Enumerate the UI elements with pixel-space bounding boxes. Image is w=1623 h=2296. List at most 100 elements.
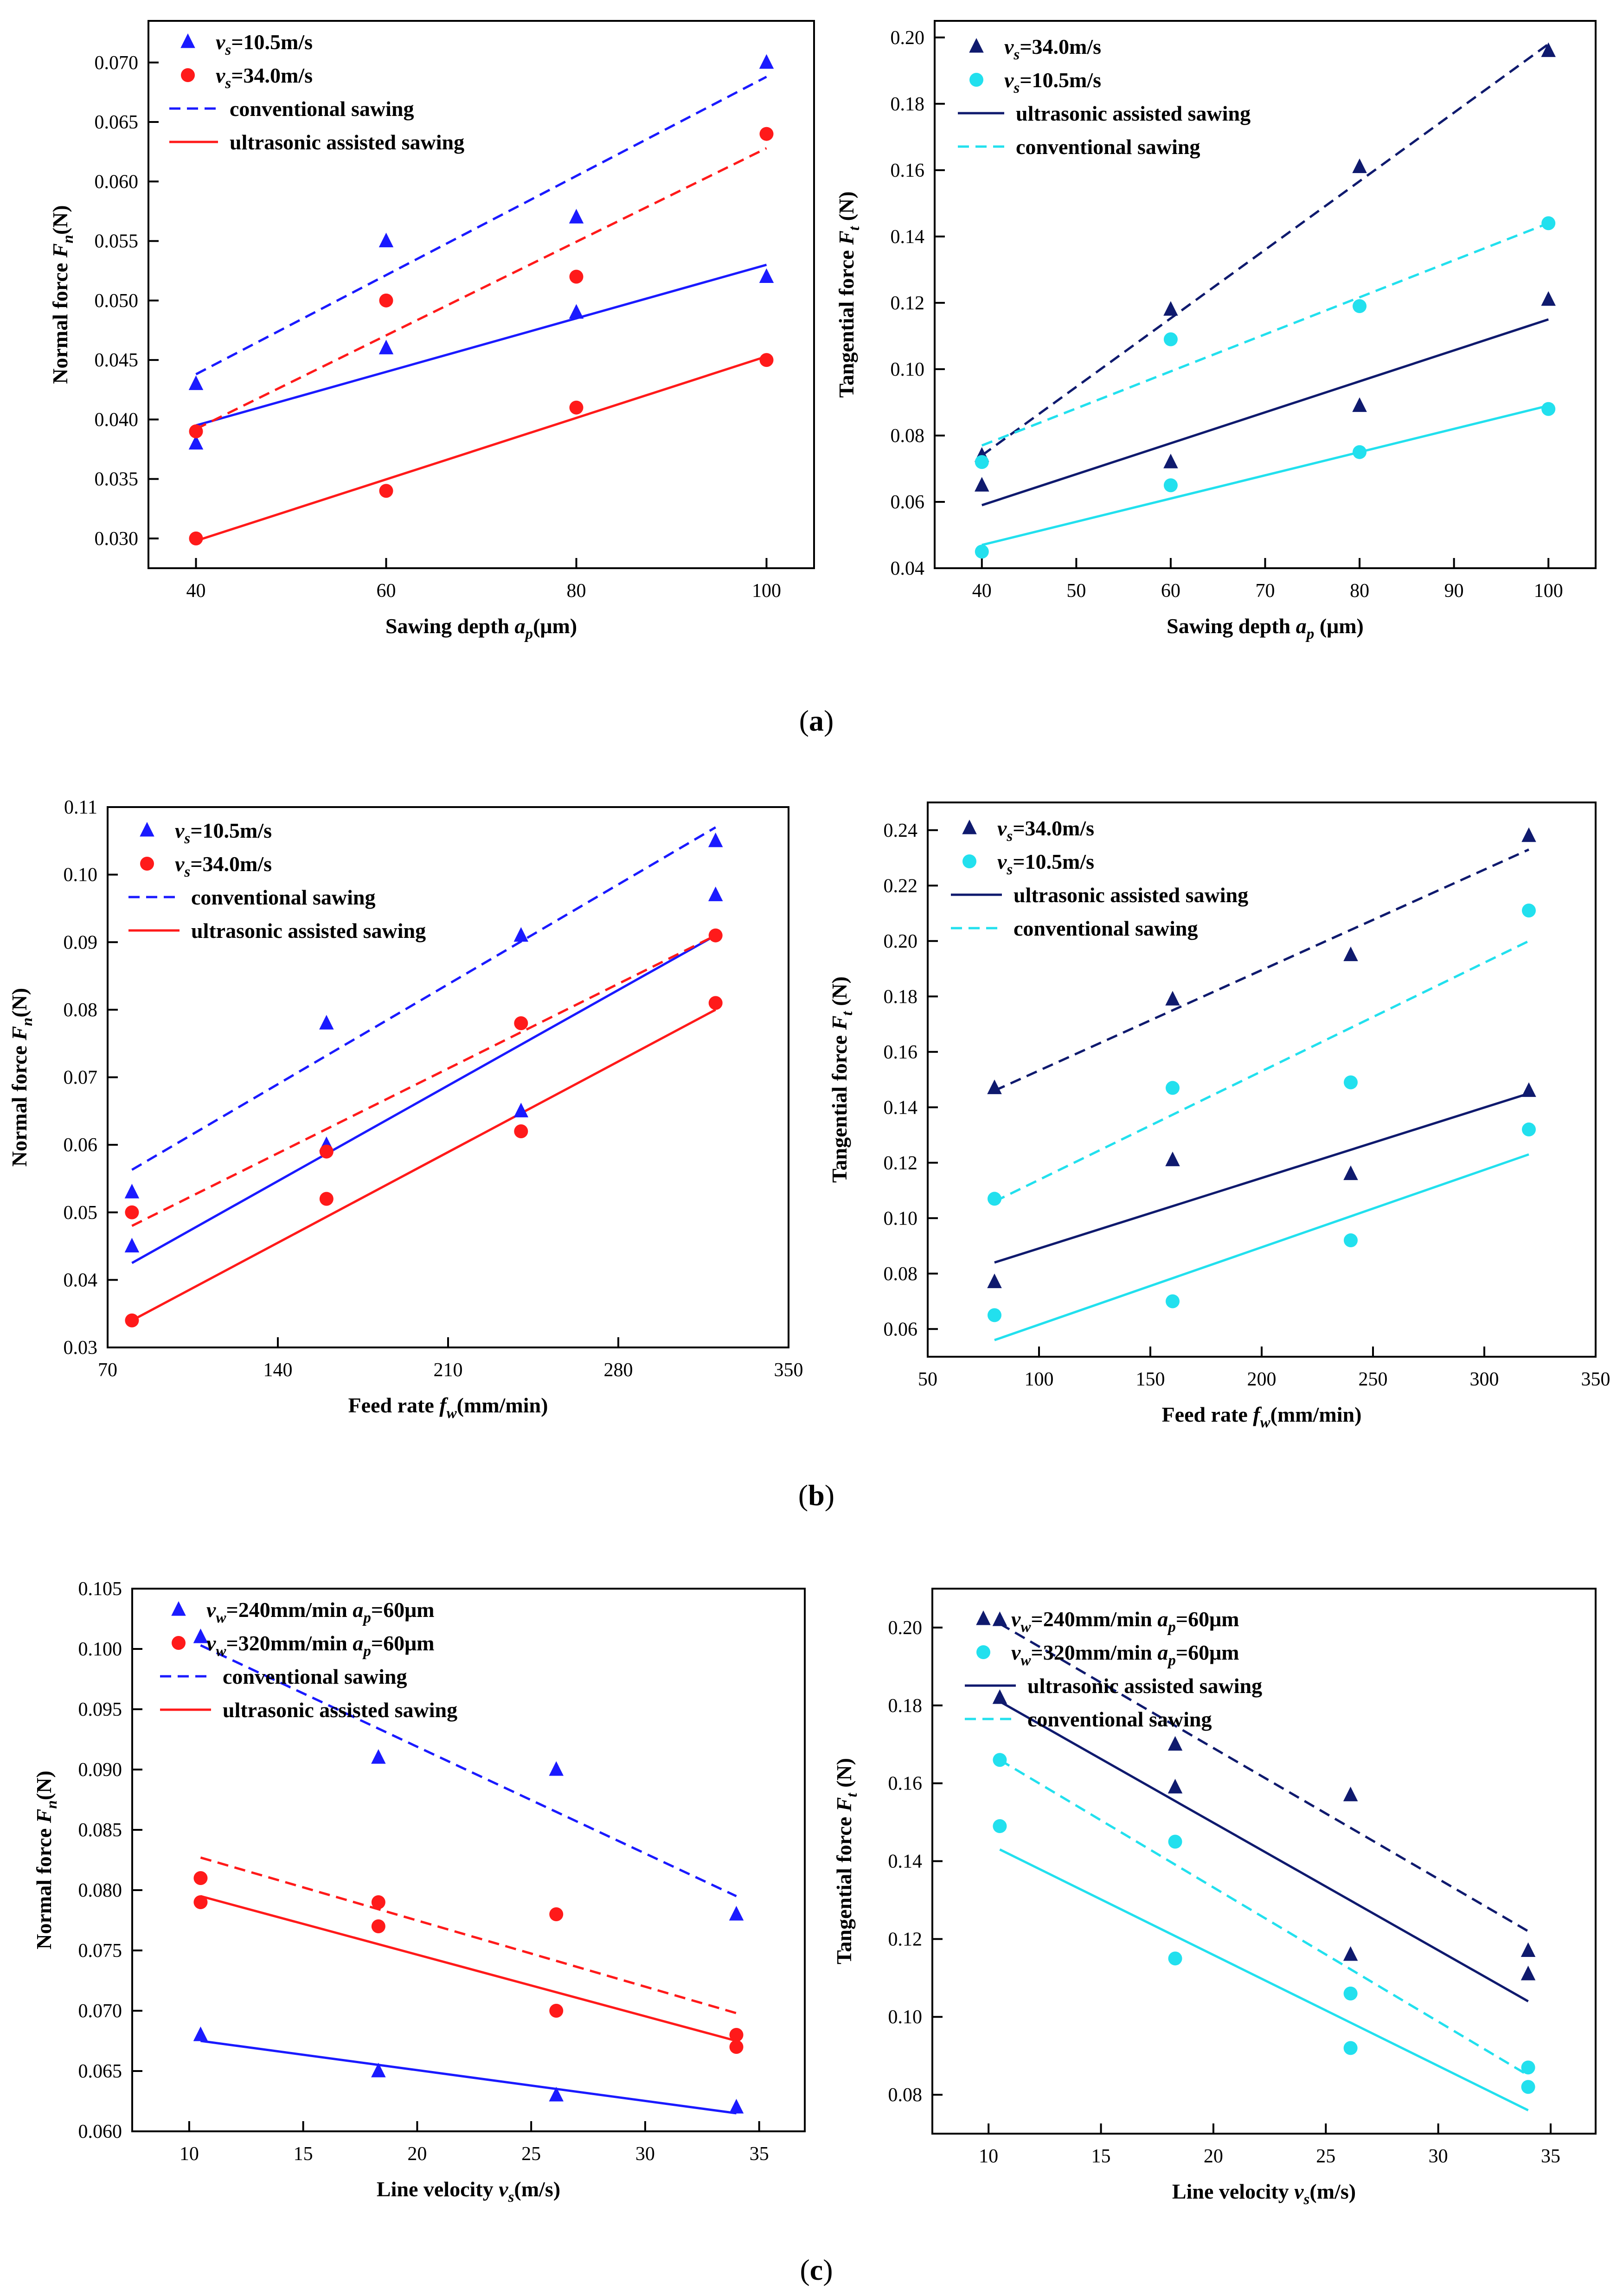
data-point bbox=[1520, 1965, 1536, 1981]
legend-marker bbox=[171, 1601, 186, 1616]
data-point bbox=[759, 127, 774, 141]
legend-label: vs=34.0m/s bbox=[997, 816, 1094, 845]
y-tick-label: 0.08 bbox=[891, 425, 925, 447]
data-point bbox=[759, 268, 774, 283]
legend-label: vs=10.5m/s bbox=[1004, 68, 1101, 96]
x-axis-label: Feed rate fw(mm/min) bbox=[348, 1393, 548, 1422]
data-point bbox=[193, 1895, 208, 1909]
y-axis-label: Tangential force Ft (N) bbox=[828, 976, 856, 1183]
data-point bbox=[708, 928, 723, 943]
fit-line-conventional bbox=[999, 1623, 1529, 1932]
x-tick-label: 70 bbox=[1256, 580, 1275, 602]
legend-label: ultrasonic assisted sawing bbox=[1016, 102, 1251, 125]
y-tick-label: 0.16 bbox=[888, 1773, 923, 1795]
data-point bbox=[1343, 1165, 1358, 1180]
x-tick-label: 10 bbox=[979, 2146, 998, 2167]
panel-caption: (a) bbox=[799, 704, 834, 737]
data-point bbox=[987, 1273, 1002, 1289]
data-point bbox=[1344, 1075, 1358, 1090]
data-point bbox=[1521, 2060, 1535, 2075]
data-point bbox=[569, 269, 584, 284]
y-tick-label: 0.070 bbox=[78, 2001, 122, 2022]
data-point bbox=[513, 1103, 529, 1117]
x-tick-label: 25 bbox=[521, 2143, 541, 2165]
y-tick-label: 0.04 bbox=[64, 1270, 98, 1291]
fit-line-ultrasonic bbox=[131, 934, 716, 1264]
data-point bbox=[1353, 299, 1367, 314]
data-point bbox=[1541, 42, 1556, 57]
y-tick-label: 0.105 bbox=[78, 1578, 122, 1600]
y-tick-label: 0.20 bbox=[891, 27, 925, 49]
x-tick-label: 20 bbox=[407, 2143, 427, 2165]
x-tick-label: 70 bbox=[98, 1360, 117, 1381]
legend-marker bbox=[962, 820, 977, 834]
y-tick-label: 0.090 bbox=[78, 1759, 122, 1781]
data-point bbox=[987, 1079, 1002, 1094]
data-point bbox=[1521, 827, 1536, 842]
legend-marker bbox=[140, 857, 154, 871]
fit-line-conventional bbox=[981, 222, 1549, 447]
data-point bbox=[319, 1192, 334, 1206]
x-tick-label: 10 bbox=[180, 2143, 199, 2165]
x-tick-label: 250 bbox=[1359, 1369, 1388, 1390]
data-point bbox=[1352, 158, 1367, 173]
data-point bbox=[729, 1906, 744, 1921]
data-point bbox=[975, 455, 989, 469]
data-point bbox=[125, 1313, 139, 1328]
data-point bbox=[319, 1144, 334, 1159]
y-tick-label: 0.03 bbox=[64, 1337, 98, 1359]
data-point bbox=[193, 1629, 208, 1643]
y-tick-label: 0.07 bbox=[64, 1067, 98, 1089]
legend-label: vs=10.5m/s bbox=[997, 850, 1094, 878]
data-point bbox=[1163, 332, 1178, 346]
legend-label: ultrasonic assisted sawing bbox=[223, 1698, 457, 1722]
x-tick-label: 200 bbox=[1247, 1369, 1277, 1390]
data-point bbox=[193, 1871, 208, 1885]
y-axis-label: Normal force Fn(N) bbox=[7, 988, 36, 1167]
y-tick-label: 0.18 bbox=[891, 94, 925, 115]
data-point bbox=[1353, 445, 1367, 459]
x-tick-label: 280 bbox=[604, 1360, 633, 1381]
legend-label: vw=240mm/min ap=60μm bbox=[206, 1598, 435, 1626]
data-point bbox=[1168, 1779, 1183, 1794]
legend-marker bbox=[962, 854, 976, 868]
fit-line-ultrasonic bbox=[994, 1092, 1529, 1264]
y-tick-label: 0.055 bbox=[95, 231, 139, 252]
legend-label: vs=34.0m/s bbox=[175, 852, 272, 880]
y-tick-label: 0.20 bbox=[888, 1617, 923, 1639]
x-tick-label: 50 bbox=[1066, 580, 1086, 602]
data-point bbox=[549, 2087, 564, 2102]
x-tick-label: 20 bbox=[1204, 2146, 1223, 2167]
fit-line-conventional bbox=[200, 1644, 737, 1898]
data-point bbox=[1343, 2041, 1358, 2055]
data-point bbox=[1352, 397, 1367, 412]
plot-frame bbox=[148, 20, 815, 569]
x-tick-label: 140 bbox=[263, 1360, 293, 1381]
data-point bbox=[569, 304, 584, 319]
data-point bbox=[1165, 1151, 1180, 1167]
data-point bbox=[514, 1124, 528, 1138]
y-tick-label: 0.070 bbox=[95, 52, 139, 74]
fit-line-ultrasonic bbox=[999, 1848, 1529, 2111]
y-tick-label: 0.12 bbox=[891, 293, 925, 314]
plot-frame bbox=[131, 1588, 806, 2132]
y-tick-label: 0.22 bbox=[884, 875, 918, 897]
chart-c-right: 10 15 20 25 30 35 0.08 0.10 0.12 0.14 0.16 0.18 0.20… bbox=[832, 1588, 1597, 2208]
y-axis-label: Normal force Fn(N) bbox=[32, 1770, 60, 1949]
fit-line-ultrasonic bbox=[981, 318, 1549, 507]
y-tick-label: 0.10 bbox=[891, 359, 925, 380]
y-tick-label: 0.060 bbox=[78, 2121, 122, 2142]
fit-line-ultrasonic bbox=[195, 263, 767, 427]
data-point bbox=[124, 1184, 140, 1199]
fit-line-conventional bbox=[981, 43, 1549, 456]
legend-label: conventional sawing bbox=[191, 885, 375, 909]
data-point bbox=[379, 484, 393, 498]
y-tick-label: 0.18 bbox=[884, 986, 918, 1007]
y-tick-label: 0.08 bbox=[884, 1263, 918, 1285]
legend-label: conventional sawing bbox=[1014, 917, 1198, 940]
data-point bbox=[371, 1919, 385, 1933]
data-point bbox=[1343, 1986, 1358, 2001]
x-tick-label: 80 bbox=[1350, 580, 1369, 602]
data-point bbox=[1168, 1951, 1182, 1966]
data-point bbox=[549, 1907, 564, 1921]
